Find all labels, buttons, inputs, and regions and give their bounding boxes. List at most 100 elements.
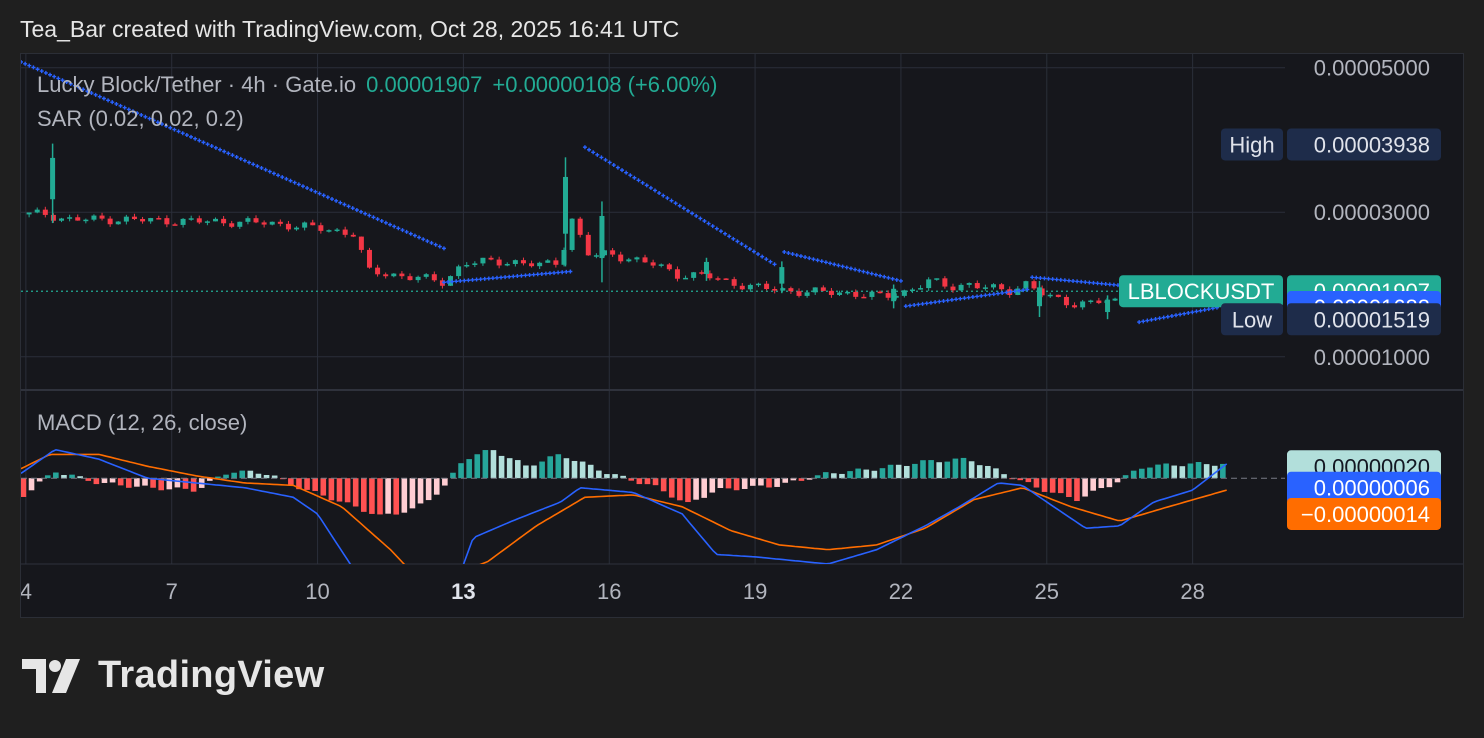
sar-dot [865, 270, 870, 275]
sar-dot [433, 242, 438, 247]
candle-body [869, 291, 875, 297]
candle-body [658, 264, 664, 266]
sar-dot [1202, 307, 1207, 312]
macd-histogram-bar [555, 454, 562, 479]
sar-dot [412, 233, 417, 238]
sar-dot [840, 264, 845, 269]
chart-area[interactable]: 0.00005000 0.00003000 0.00001000 0.00003938… [20, 53, 1464, 618]
sar-dot [89, 91, 94, 96]
candle-body [691, 272, 697, 278]
sar-dot [1206, 307, 1211, 312]
sar-dot [313, 189, 318, 194]
sar-dot [869, 271, 874, 276]
sar-dot [441, 246, 446, 251]
sar-dot [807, 256, 812, 261]
sar-dot [31, 65, 36, 70]
candle-body [172, 224, 178, 226]
candle-body [537, 262, 543, 267]
sar-dot [878, 273, 883, 278]
sar-dot [417, 235, 422, 240]
sar-dot [317, 191, 322, 196]
candle-body [221, 218, 227, 224]
sar-dot [710, 224, 715, 229]
sar-dot [48, 72, 53, 77]
legend-main: Lucky Block/Tether · 4h · Gate.io 0.00001… [37, 72, 717, 98]
sar-dot [470, 277, 475, 282]
sar-dot [478, 277, 483, 282]
sar-dot [731, 236, 736, 241]
sar-dot [139, 112, 144, 117]
tradingview-logo: TradingView [22, 654, 324, 697]
sar-dot [873, 272, 878, 277]
sar-dot [379, 218, 384, 223]
candle-body [780, 288, 786, 291]
sar-dot [507, 274, 512, 279]
macd-histogram-bar [733, 478, 740, 491]
macd-histogram-bar [190, 478, 197, 492]
sar-dot [1190, 310, 1195, 315]
macd-histogram-bar [182, 478, 189, 489]
macd-histogram-bar [604, 474, 610, 479]
price-chart[interactable]: 0.00005000 0.00003000 0.00001000 0.00003938… [21, 54, 1464, 618]
sar-dot [916, 302, 921, 307]
macd-histogram-bar [547, 456, 554, 479]
sar-dot [454, 279, 459, 284]
candle-body [148, 218, 154, 222]
candle-body [383, 274, 389, 277]
low-label-name: Low [1232, 307, 1272, 332]
sar-dot [958, 296, 963, 301]
candle-body [245, 218, 251, 222]
macd-histogram-bar [417, 478, 424, 504]
sar-dot [1079, 279, 1084, 284]
sar-dot [1000, 291, 1005, 295]
sar-dot [172, 127, 177, 132]
macd-histogram-bar [806, 478, 813, 480]
sar-dot [21, 59, 23, 64]
sar-dot [1016, 288, 1021, 293]
macd-histogram-bar [514, 460, 521, 479]
candle-body [34, 209, 40, 213]
candle-body [1023, 281, 1029, 289]
sar-dot [698, 216, 703, 221]
macd-histogram-bar [831, 473, 837, 479]
candle-body [261, 222, 267, 225]
candle-body [83, 219, 89, 222]
macd-histogram-bar [150, 478, 156, 488]
sar-dot [296, 182, 301, 187]
candle-spike-body [599, 215, 605, 259]
macd-histogram-bar [1139, 468, 1145, 479]
sar-dot [230, 153, 235, 158]
candle-body [431, 274, 437, 281]
sar-dot [280, 175, 285, 180]
candle-body [366, 249, 372, 268]
candle-body [342, 229, 348, 235]
macd-histogram-bar [304, 478, 310, 490]
sar-dot [844, 265, 849, 270]
macd-histogram-bar [53, 472, 59, 479]
macd-histogram-bar [1187, 463, 1194, 479]
macd-histogram-bar [344, 478, 351, 503]
low-label-name-box [1221, 303, 1283, 336]
sar-dot [247, 160, 252, 165]
sar-dot [527, 272, 532, 277]
sar-dot [1066, 278, 1071, 283]
macd-histogram-bar [288, 478, 294, 485]
candle-body [699, 272, 705, 274]
time-axis-tick: 13 [451, 579, 475, 604]
macd-histogram-bar [158, 478, 165, 491]
macd-histogram-bar [571, 460, 578, 479]
time-axis-tick: 28 [1180, 579, 1204, 604]
candle-body [1080, 301, 1086, 308]
sar-dot [1012, 289, 1017, 294]
candle-body [602, 250, 608, 256]
macd-histogram-bar [361, 478, 367, 512]
low-label: 0.00001519 Low [1221, 303, 1441, 336]
sar-dot [1141, 319, 1146, 324]
sar-dot [462, 278, 467, 283]
candle-body [334, 229, 340, 232]
sar-dot [515, 274, 520, 279]
sar-dot [396, 226, 401, 231]
candle-body [585, 234, 591, 256]
macd-histogram-bar [142, 478, 148, 486]
sar-dot [1178, 312, 1183, 317]
